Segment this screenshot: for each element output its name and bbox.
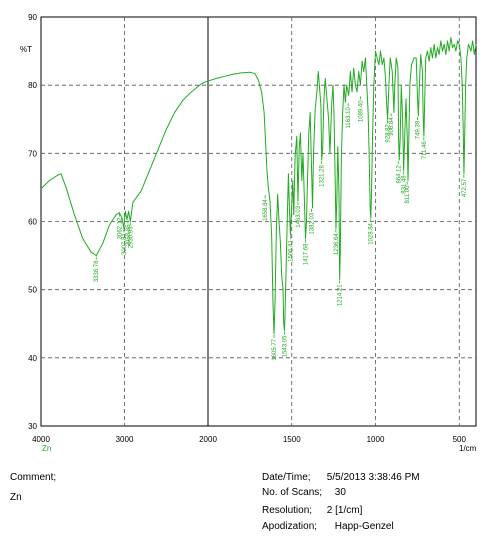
peak-label: 864.12 — [396, 164, 402, 183]
peak-label: 1382.03 — [310, 212, 316, 234]
ir-spectrum-chart: 30 40 50 60 70 80 90 4000 3000 2000 1500 1000 500 33… — [20, 13, 477, 453]
datetime-value: 5/5/2013 3:38:46 PM — [326, 472, 420, 483]
peak-label: 1321.28 — [320, 165, 326, 187]
sample-axis-label: Zn — [42, 444, 51, 453]
resolution-row: Resolution; 2 [1/cm] — [262, 505, 362, 516]
scans-value: 30 — [334, 487, 346, 498]
apodization-label: Apodization; — [262, 521, 318, 532]
apodization-row: Apodization; Happ-Genzel — [262, 521, 394, 532]
y-axis-label: %T — [20, 45, 32, 54]
axes: 30 40 50 60 70 80 90 4000 3000 2000 1500 1000 500 — [28, 13, 466, 444]
peak-label: 811.00 — [405, 185, 411, 204]
x-tick-label: 500 — [453, 435, 467, 444]
datetime-row: Date/Time; 5/5/2013 3:38:46 PM — [262, 472, 420, 483]
y-tick-label: 50 — [28, 286, 37, 295]
x-tick-label: 1500 — [283, 435, 301, 444]
y-tick-label: 30 — [28, 422, 37, 431]
scans-label: No. of Scans; — [262, 487, 323, 498]
datetime-label: Date/Time; — [262, 472, 311, 483]
x-axis-unit-label: 1/cm — [459, 444, 477, 453]
comment-value: Zn — [10, 492, 22, 503]
peak-label: 1506.41 — [289, 239, 295, 261]
peak-label: 3007.81 — [122, 233, 128, 255]
y-tick-label: 70 — [28, 149, 37, 158]
y-tick-label: 80 — [28, 81, 37, 90]
peak-label: 1417.68 — [304, 243, 310, 265]
comment-value-row: Zn — [10, 492, 22, 503]
x-tick-label: 2000 — [199, 435, 217, 444]
peak-label: 928.82 — [385, 124, 391, 143]
resolution-value: 2 [1/cm] — [326, 505, 363, 516]
peak-label: 3062.12 — [117, 217, 123, 239]
peak-label: 749.39 — [415, 120, 421, 139]
apodization-value: Happ-Genzel — [334, 521, 394, 532]
y-tick-label: 40 — [28, 354, 37, 363]
peak-label: 1658.84 — [263, 199, 269, 221]
x-tick-label: 4000 — [32, 435, 50, 444]
peak-label: 1214.21 — [338, 284, 344, 306]
peak-label: 906.84 — [389, 117, 395, 136]
peak-label: 3338.78 — [94, 260, 100, 282]
peak-label: 711.46 — [422, 141, 428, 160]
peak-label: 1236.64 — [334, 233, 340, 255]
x-tick-label: 3000 — [116, 435, 134, 444]
scans-row: No. of Scans; 30 — [262, 487, 346, 498]
spectrum-line — [40, 36, 477, 335]
peak-label: 1543.05 — [283, 335, 289, 357]
y-tick-label: 60 — [28, 218, 37, 227]
peak-label: 1028.84 — [369, 222, 375, 244]
peak-label: 1605.77 — [272, 338, 278, 360]
comment-row: Comment; — [10, 472, 56, 483]
comment-label: Comment; — [10, 472, 57, 483]
peak-label: 1163.10 — [346, 107, 352, 129]
peak-label: 2958.85 — [126, 224, 132, 246]
y-tick-label: 90 — [28, 13, 37, 22]
spectrum-series — [40, 36, 477, 335]
peak-label: 1463.03 — [296, 205, 302, 227]
peak-label: 831.48 — [402, 175, 408, 194]
x-tick-label: 1000 — [367, 435, 385, 444]
resolution-label: Resolution; — [262, 505, 313, 516]
peak-label: 1089.40 — [359, 100, 365, 122]
peak-label: 472.57 — [462, 178, 468, 197]
peak-label: 2930.93 — [128, 226, 134, 248]
